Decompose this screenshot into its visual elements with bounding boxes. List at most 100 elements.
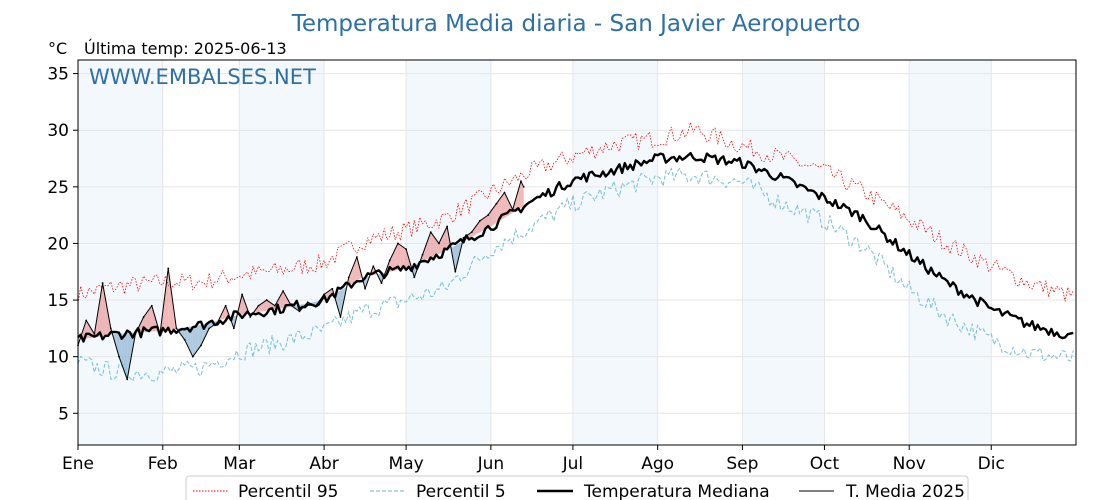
t-media-2025-point: [183, 338, 186, 341]
fill-above-median: [395, 243, 398, 271]
legend-box: [185, 475, 969, 500]
x-tick-label: Ene: [62, 454, 94, 474]
fill-above-median: [430, 232, 434, 258]
plot-frame: [77, 59, 1077, 446]
t-media-2025-point: [241, 293, 243, 296]
t-media-2025-point: [109, 327, 112, 330]
unit-label: °C: [48, 39, 67, 58]
t-media-2025-point: [331, 287, 334, 290]
last-temp-label: Última temp: 2025-06-13: [84, 39, 287, 58]
x-tick-label: May: [389, 454, 424, 474]
fill-above-median: [433, 235, 437, 257]
t-media-2025-point: [388, 259, 391, 262]
legend-label-p95: Percentil 95: [238, 482, 338, 500]
t-media-2025-point: [85, 319, 88, 322]
fill-above-median: [392, 249, 396, 272]
x-tick-label: Dic: [978, 454, 1005, 474]
fill-above-median: [165, 268, 169, 331]
t-media-2025-point: [282, 290, 284, 292]
series-line-t-media-2025: [77, 180, 525, 380]
fill-above-median: [493, 203, 497, 225]
y-tick-label: 15: [47, 291, 69, 311]
x-tick-label: Mar: [223, 454, 255, 474]
fill-below-median: [206, 322, 210, 335]
fill-above-median: [400, 245, 404, 270]
t-media-2025-point: [208, 327, 211, 330]
t-media-2025-point: [290, 304, 293, 307]
t-media-2025-point: [191, 355, 194, 358]
t-media-2025-point: [216, 321, 219, 324]
fill-above-median: [351, 263, 355, 284]
t-media-2025-point: [298, 310, 301, 313]
t-media-2025-point: [118, 355, 120, 358]
t-media-2025-point: [429, 231, 432, 234]
x-tick-label: Oct: [810, 454, 840, 474]
fill-above-median: [520, 181, 524, 208]
t-media-2025-point: [446, 225, 449, 228]
fill-above-median: [496, 200, 500, 224]
t-media-2025-point: [364, 287, 366, 290]
series-lines: [77, 122, 1074, 382]
t-media-2025-point: [134, 333, 137, 335]
fill-below-median: [340, 288, 344, 318]
t-media-2025-point: [355, 256, 358, 258]
x-tick-label: Abr: [309, 454, 338, 474]
legend: Percentil 95 Percentil 5 Temperatura Med…: [185, 475, 969, 500]
y-tick-label: 10: [47, 348, 69, 368]
t-media-2025-point: [347, 276, 350, 279]
fill-above-median: [515, 190, 519, 212]
t-media-2025-point: [314, 304, 317, 307]
month-band: [239, 60, 325, 445]
t-media-2025-point: [224, 304, 227, 307]
t-media-2025-point: [462, 236, 465, 239]
t-media-2025-point: [142, 316, 145, 318]
fill-above-median: [242, 294, 245, 315]
t-media-2025-point: [126, 378, 129, 381]
fill-above-median: [356, 257, 360, 281]
t-media-2025-point: [503, 191, 506, 194]
fill-above-median: [222, 305, 226, 320]
t-media-2025-point: [511, 208, 514, 211]
fill-above-median: [504, 192, 508, 218]
t-media-2025-point: [470, 231, 473, 234]
fill-above-median: [397, 243, 401, 271]
fill-above-median: [266, 300, 270, 311]
t-media-2025-point: [159, 333, 161, 335]
fill-above-median: [471, 228, 475, 237]
t-media-2025-point: [438, 242, 440, 245]
fill-above-median: [263, 300, 267, 312]
fill-below-median: [129, 332, 133, 365]
fill-above-median: [406, 249, 409, 269]
t-media-2025-point: [397, 242, 399, 245]
t-media-2025-point: [479, 219, 481, 222]
x-axis: Ene Feb Mar Abr May Jun Jul Ago Sep Oct Nov Dic: [62, 445, 1005, 474]
month-bands: [78, 60, 992, 445]
month-band: [742, 60, 825, 445]
t-media-2025-point: [522, 185, 525, 188]
t-media-2025-point: [339, 316, 342, 318]
x-tick-label: Jul: [562, 454, 584, 474]
fill-below-median: [116, 333, 120, 357]
legend-label-median: Temperatura Mediana: [583, 482, 770, 500]
fill-above-median: [438, 237, 442, 254]
fill-above-median: [501, 192, 505, 220]
fill-above-median: [97, 300, 100, 337]
series-line-percentil-95: [77, 122, 1074, 304]
fill-below-median: [190, 326, 193, 357]
fill-above-median: [422, 247, 426, 262]
chart-title: Temperatura Media diaria - San Javier Ae…: [291, 11, 861, 37]
t-media-2025-point: [257, 304, 260, 307]
t-media-2025-point: [273, 304, 276, 307]
y-tick-label: 20: [47, 234, 69, 254]
y-tick-label: 25: [47, 178, 69, 198]
legend-label-p5: Percentil 5: [416, 482, 506, 500]
t-media-2025-point: [167, 267, 170, 270]
fill-above-median: [425, 239, 428, 260]
fill-above-median: [151, 305, 155, 332]
t-media-2025-point: [495, 202, 498, 205]
watermark: WWW.EMBALSES.NET: [89, 65, 316, 89]
x-tick-label: Sep: [726, 454, 758, 474]
month-band: [406, 60, 491, 445]
fill-above-median: [146, 309, 150, 332]
t-media-2025-point: [405, 248, 408, 251]
